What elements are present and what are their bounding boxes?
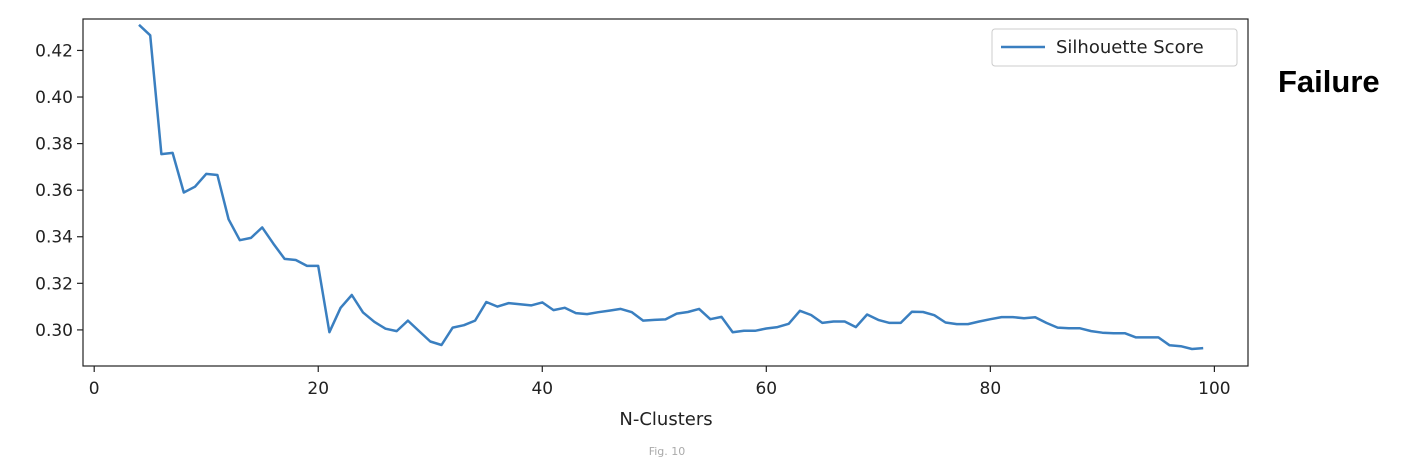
y-tick-label: 0.40 <box>35 88 73 108</box>
figure-caption: Fig. 10 <box>649 445 686 458</box>
x-tick-label: 100 <box>1198 379 1230 399</box>
legend-box <box>991 28 1238 67</box>
y-axis-ticks: 0.30 0.32 0.34 0.36 0.38 0.40 0.42 <box>35 41 83 341</box>
y-tick-label: 0.42 <box>35 41 73 61</box>
legend: Silhouette Score <box>991 28 1238 67</box>
y-tick-label: 0.36 <box>35 181 73 201</box>
x-tick-label: 20 <box>307 379 329 399</box>
series-layer <box>138 23 1204 351</box>
y-tick-label: 0.38 <box>35 135 73 155</box>
x-axis-ticks: 0 20 40 60 80 100 <box>89 366 1231 399</box>
x-tick-label: 0 <box>89 379 100 399</box>
y-tick-label: 0.30 <box>35 321 73 341</box>
y-tick-label: 0.34 <box>35 228 73 248</box>
series-line-silhouette-score <box>138 23 1204 351</box>
side-label: Failure <box>1278 64 1380 99</box>
y-tick-label: 0.32 <box>35 274 73 294</box>
legend-label: Silhouette Score <box>1056 37 1204 58</box>
plot-area <box>82 18 1249 367</box>
x-tick-label: 40 <box>531 379 553 399</box>
x-tick-label: 60 <box>755 379 777 399</box>
x-tick-label: 80 <box>980 379 1002 399</box>
x-axis-label: N-Clusters <box>619 409 712 430</box>
